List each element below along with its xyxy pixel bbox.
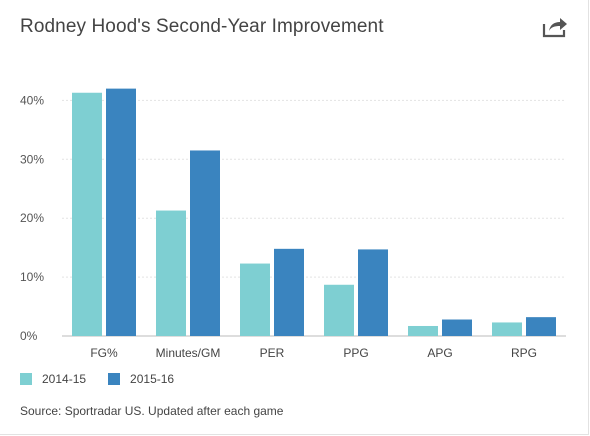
legend-label: 2014-15	[42, 372, 87, 386]
bar-chart: 0% 10% 20% 30% 40% FG% Minutes/GM PER PPG APG RPG	[20, 88, 566, 360]
bar-2015-16-APG	[442, 319, 472, 336]
x-tick-label: RPG	[511, 346, 537, 360]
bar-2014-15-RPG	[492, 322, 522, 336]
share-button[interactable]	[540, 14, 570, 40]
x-tick-label: PPG	[343, 346, 368, 360]
legend-swatch	[20, 373, 32, 385]
y-tick-label: 10%	[20, 270, 44, 284]
y-tick-label: 20%	[20, 211, 44, 225]
gridlines	[62, 99, 566, 337]
bar-2015-16-FG%	[106, 88, 136, 337]
bar-2015-16-PER	[274, 248, 304, 336]
x-tick-label: Minutes/GM	[156, 346, 221, 360]
y-tick-label: 30%	[20, 152, 44, 166]
legend: 2014-15 2015-16	[20, 372, 196, 386]
legend-label: 2015-16	[130, 372, 175, 386]
x-tick-label: PER	[260, 346, 285, 360]
bar-2014-15-PPG	[324, 284, 354, 336]
chart-title: Rodney Hood's Second-Year Improvement	[20, 16, 384, 37]
x-axis-ticks: FG% Minutes/GM PER PPG APG RPG	[90, 346, 537, 360]
bars	[72, 88, 556, 337]
x-tick-label: APG	[427, 346, 452, 360]
source-note: Source: Sportradar US. Updated after eac…	[20, 404, 284, 418]
bar-2014-15-APG	[408, 325, 438, 336]
bar-2015-16-RPG	[526, 317, 556, 336]
legend-swatch	[108, 373, 121, 385]
bar-2014-15-Minutes/GM	[156, 210, 186, 336]
share-icon	[542, 18, 567, 38]
bar-2014-15-PER	[240, 263, 270, 336]
bar-2014-15-FG%	[72, 92, 102, 336]
bar-2015-16-Minutes/GM	[190, 150, 220, 336]
x-tick-label: FG%	[90, 346, 118, 360]
y-tick-label: 40%	[20, 93, 44, 107]
legend-item-2015-16: 2015-16	[108, 372, 174, 386]
legend-item-2014-15: 2014-15	[20, 372, 86, 386]
y-axis-ticks: 0% 10% 20% 30% 40%	[20, 93, 44, 343]
bar-2015-16-PPG	[358, 249, 388, 336]
y-tick-label: 0%	[20, 329, 38, 343]
